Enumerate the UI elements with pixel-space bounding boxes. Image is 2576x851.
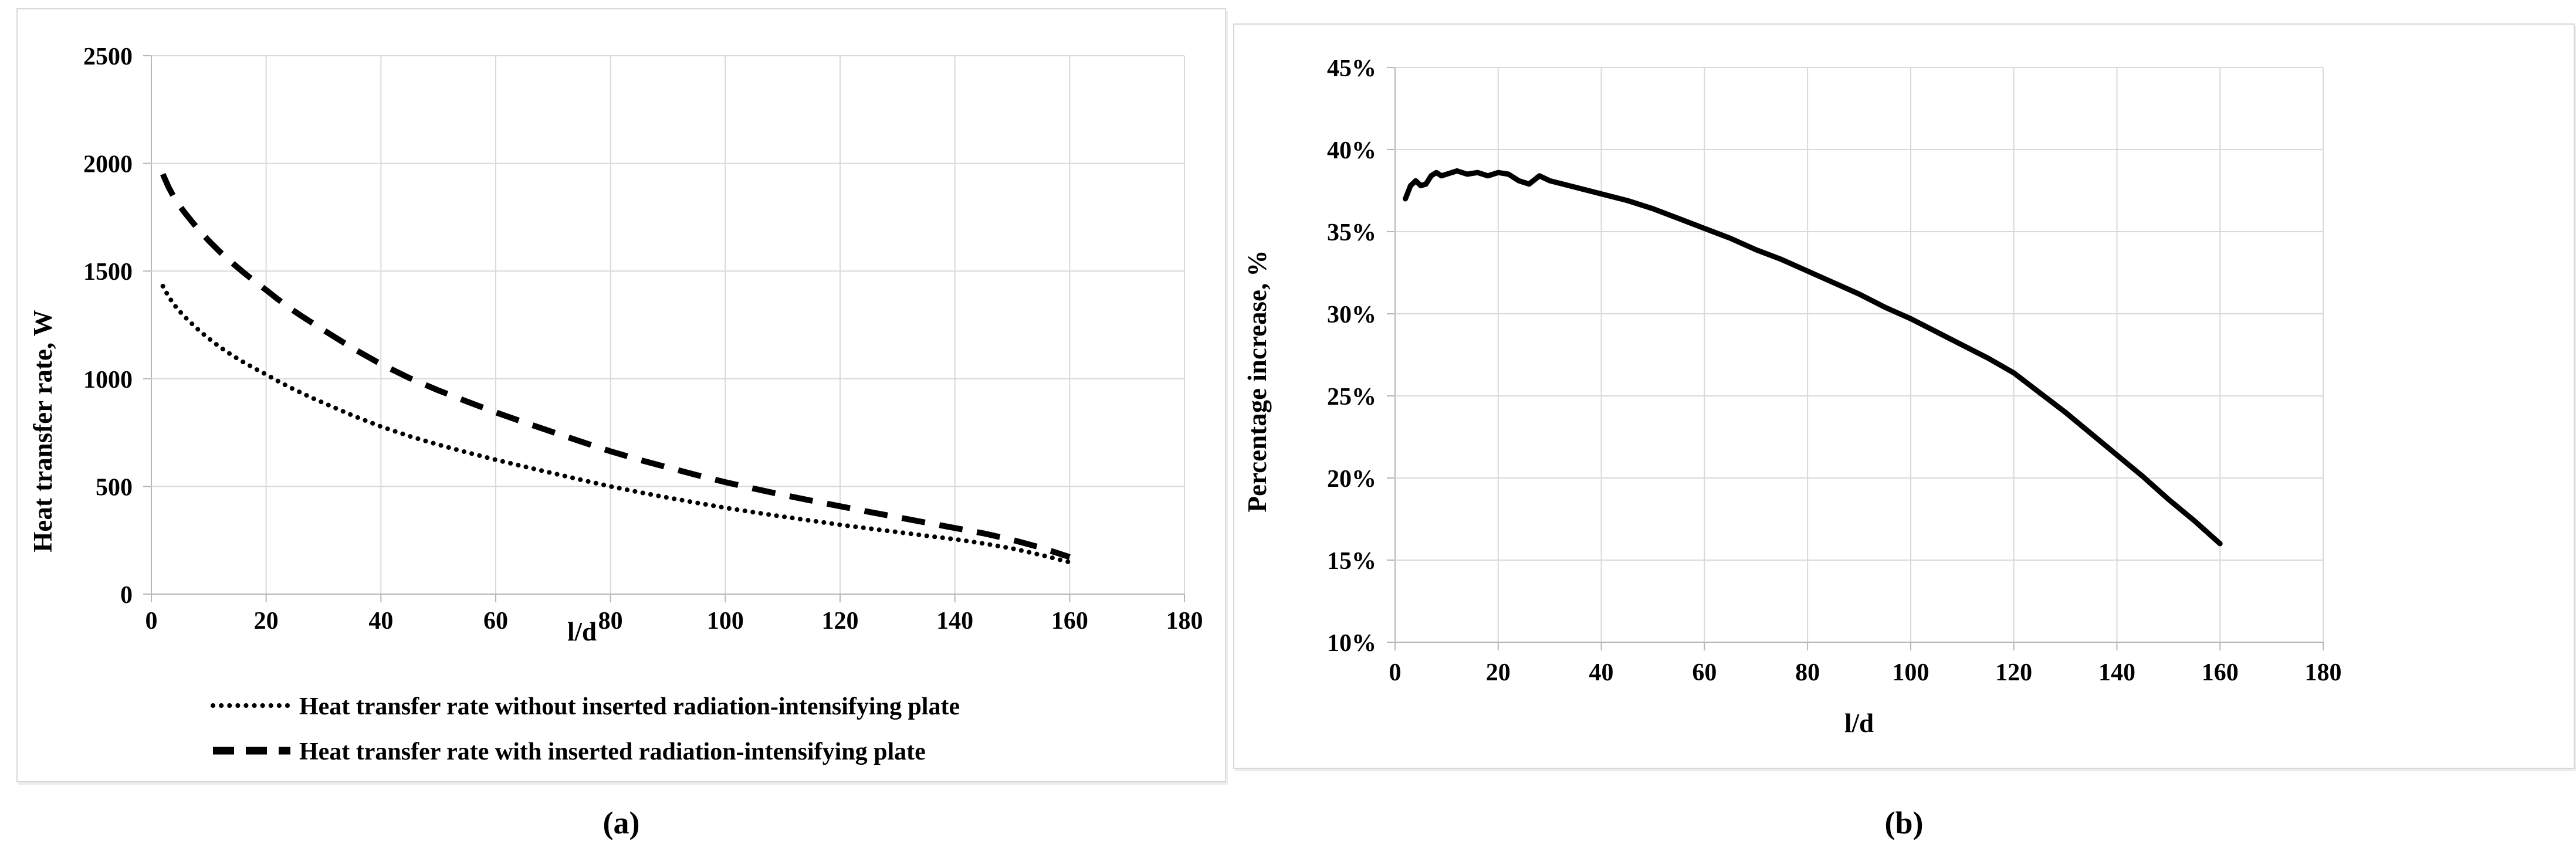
chart-b: 10% 15% 20% 25% 30% 35% 40% 45% 0 20 40 60 80 100 120 1… [1243, 55, 2342, 738]
y-tick-label: 30% [1327, 301, 1376, 328]
chart-panel-a [16, 8, 1226, 782]
x-tick-label: 120 [1995, 659, 2032, 686]
x-tick-label: 60 [483, 608, 508, 635]
y-axis-title: Percentage increase, % [1243, 250, 1272, 513]
chart-a-legend: Heat transfer rate without inserted radi… [211, 693, 960, 765]
x-tick-label: 40 [368, 608, 393, 635]
y-tick-label: 1500 [83, 259, 133, 286]
chart-a-grid [151, 55, 1185, 595]
y-tick-label: 45% [1327, 55, 1376, 82]
y-tick-label: 2500 [83, 43, 133, 70]
y-tick-label: 35% [1327, 219, 1376, 246]
x-tick-label: 160 [1051, 608, 1088, 635]
chart-a-ticks [143, 55, 1185, 602]
series-dashed-line [160, 172, 1071, 560]
legend-label: Heat transfer rate without inserted radi… [299, 693, 960, 720]
y-tick-label: 500 [96, 474, 133, 501]
y-axis-title: Heat transfer rate, W [28, 310, 57, 552]
y-tick-label: 1000 [83, 367, 133, 394]
x-tick-label: 0 [1389, 659, 1402, 686]
x-tick-label: 20 [254, 608, 279, 635]
caption-a: (a) [602, 805, 640, 840]
chart-a: 0 500 1000 1500 2000 2500 0 20 40 60 80 100 120 140 16… [28, 43, 1203, 765]
y-tick-label: 2000 [83, 151, 133, 178]
x-tick-label: 140 [2098, 659, 2135, 686]
x-tick-label: 100 [707, 608, 744, 635]
x-tick-label: 180 [1166, 608, 1203, 635]
x-tick-label: 0 [145, 608, 158, 635]
x-tick-label: 40 [1589, 659, 1614, 686]
y-tick-label: 15% [1327, 548, 1376, 575]
legend-label: Heat transfer rate with inserted radiati… [299, 738, 926, 765]
x-tick-label: 180 [2305, 659, 2342, 686]
x-tick-label: 120 [821, 608, 858, 635]
chart-b-ticks [1387, 67, 2324, 650]
y-tick-label: 0 [120, 582, 133, 609]
y-tick-label: 20% [1327, 466, 1376, 493]
y-tick-label: 25% [1327, 384, 1376, 411]
x-tick-label: 20 [1486, 659, 1511, 686]
y-tick-label: 10% [1327, 630, 1376, 657]
x-tick-label: 160 [2202, 659, 2239, 686]
chart-b-grid [1394, 67, 2324, 643]
x-axis-title: l/d [1844, 708, 1874, 738]
x-tick-label: 140 [936, 608, 973, 635]
x-tick-label: 80 [598, 608, 623, 635]
series-solid-line [1403, 168, 2223, 547]
series-dotted-line [160, 283, 1072, 565]
y-tick-label: 40% [1327, 137, 1376, 164]
caption-b: (b) [1884, 805, 1924, 840]
x-axis-title: l/d [567, 617, 597, 646]
x-tick-label: 100 [1892, 659, 1929, 686]
x-tick-label: 60 [1692, 659, 1717, 686]
x-tick-label: 80 [1795, 659, 1820, 686]
